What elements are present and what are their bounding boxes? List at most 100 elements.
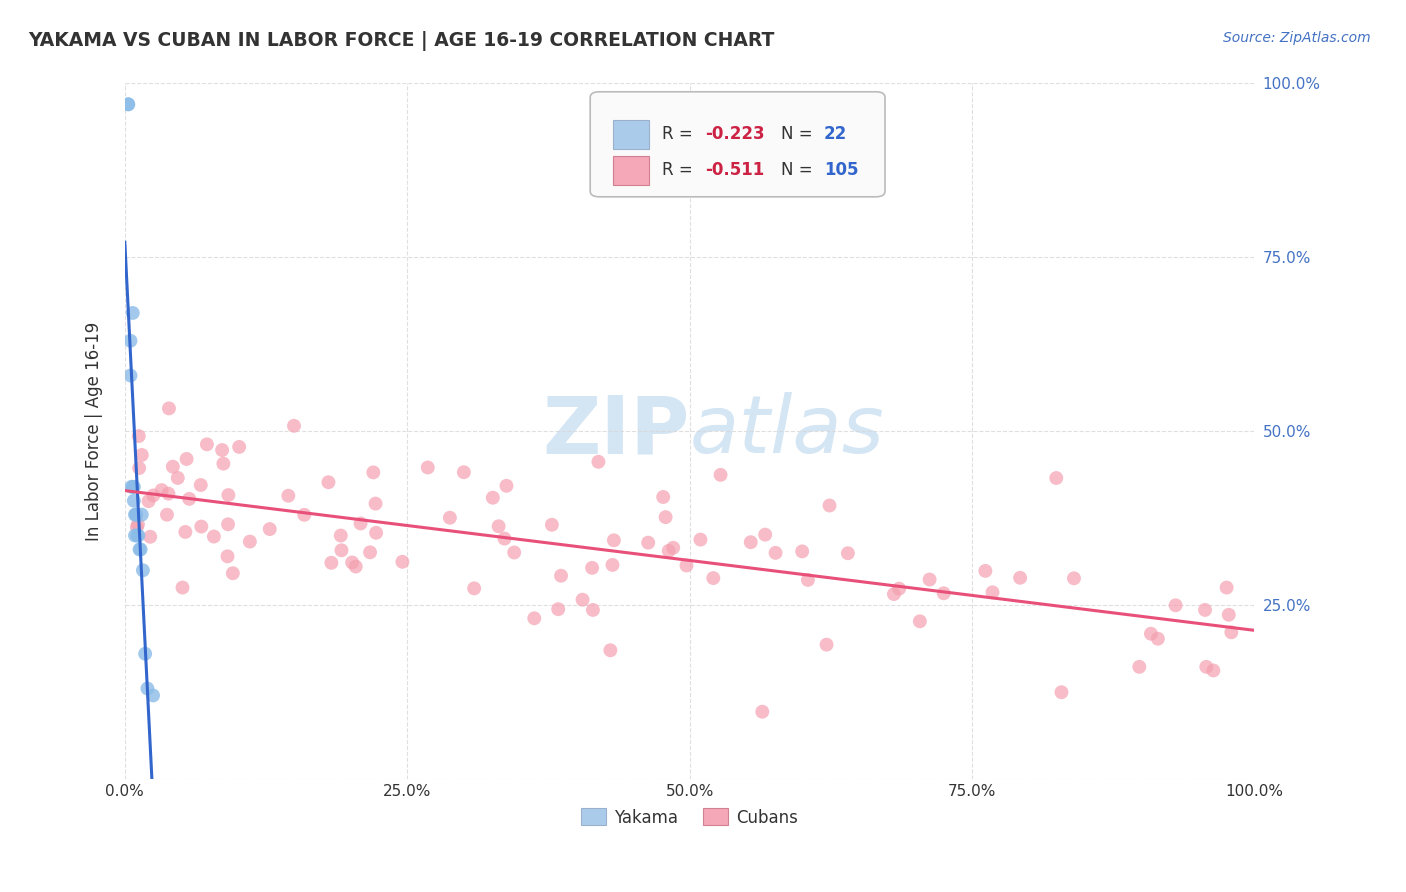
Point — [837, 546, 859, 560]
Point — [740, 535, 762, 549]
Point — [1140, 626, 1163, 640]
Point — [344, 559, 367, 574]
Point — [453, 465, 475, 479]
Point — [495, 479, 517, 493]
Point — [883, 587, 905, 601]
Point — [366, 525, 388, 540]
Point — [658, 544, 681, 558]
Point — [228, 440, 250, 454]
Point — [1220, 625, 1243, 640]
Point — [974, 564, 997, 578]
Point — [391, 555, 413, 569]
Point — [139, 530, 162, 544]
Text: atlas: atlas — [689, 392, 884, 470]
Point — [212, 457, 235, 471]
Point — [122, 493, 145, 508]
Point — [1128, 660, 1150, 674]
Point — [136, 681, 159, 696]
Point — [172, 581, 194, 595]
Point — [138, 494, 160, 508]
Point — [129, 542, 152, 557]
Point — [121, 480, 143, 494]
Point — [190, 478, 212, 492]
Point — [121, 480, 143, 494]
Point — [494, 532, 516, 546]
Point — [439, 510, 461, 524]
Text: R =: R = — [662, 125, 699, 144]
Point — [582, 603, 605, 617]
Point — [217, 517, 239, 532]
Point — [125, 508, 148, 522]
Point — [765, 546, 787, 560]
Text: N =: N = — [782, 161, 818, 179]
Point — [259, 522, 281, 536]
Point — [908, 615, 931, 629]
Point — [599, 643, 621, 657]
Point — [1194, 603, 1216, 617]
Point — [122, 480, 145, 494]
Point — [166, 471, 188, 485]
Point — [127, 528, 149, 542]
Point — [689, 533, 711, 547]
Point — [710, 467, 733, 482]
Bar — [613, 156, 650, 185]
Point — [179, 491, 201, 506]
Point — [150, 483, 173, 497]
Point — [128, 429, 150, 443]
Point — [125, 508, 148, 522]
FancyBboxPatch shape — [591, 92, 884, 197]
Point — [157, 486, 180, 500]
Point — [277, 489, 299, 503]
Bar — [613, 120, 650, 149]
Point — [318, 475, 340, 490]
Point — [797, 573, 820, 587]
Text: Source: ZipAtlas.com: Source: ZipAtlas.com — [1223, 31, 1371, 45]
Text: -0.511: -0.511 — [706, 161, 765, 179]
Point — [918, 573, 941, 587]
Legend: Yakama, Cubans: Yakama, Cubans — [574, 802, 806, 833]
Text: -0.223: -0.223 — [706, 125, 765, 144]
Point — [321, 556, 343, 570]
Point — [1195, 660, 1218, 674]
Point — [117, 97, 139, 112]
Point — [815, 638, 838, 652]
Point — [603, 533, 626, 548]
Y-axis label: In Labor Force | Age 16-19: In Labor Force | Age 16-19 — [86, 321, 103, 541]
Point — [132, 563, 155, 577]
Point — [416, 460, 439, 475]
Point — [157, 401, 180, 416]
Point — [128, 461, 150, 475]
Point — [195, 437, 218, 451]
Point — [120, 368, 142, 383]
Point — [340, 556, 363, 570]
Point — [127, 528, 149, 542]
Point — [124, 528, 146, 542]
Point — [292, 508, 315, 522]
Point — [121, 306, 143, 320]
Point — [176, 452, 198, 467]
Point — [1215, 581, 1237, 595]
Point — [932, 586, 955, 600]
Point — [1010, 571, 1032, 585]
Point — [1147, 632, 1170, 646]
Point — [174, 524, 197, 539]
Point — [637, 535, 659, 549]
Point — [211, 443, 233, 458]
Point — [156, 508, 179, 522]
Point — [1045, 471, 1067, 485]
Point — [162, 459, 184, 474]
Point — [120, 334, 142, 348]
Point — [128, 542, 150, 557]
Point — [217, 488, 239, 502]
Point — [547, 602, 569, 616]
Point — [131, 508, 153, 522]
Point — [523, 611, 546, 625]
Point — [792, 544, 814, 558]
Point — [588, 455, 610, 469]
Point — [818, 499, 841, 513]
Point — [239, 534, 262, 549]
Point — [142, 689, 165, 703]
Point — [124, 508, 146, 522]
Point — [571, 592, 593, 607]
Point — [222, 566, 245, 581]
